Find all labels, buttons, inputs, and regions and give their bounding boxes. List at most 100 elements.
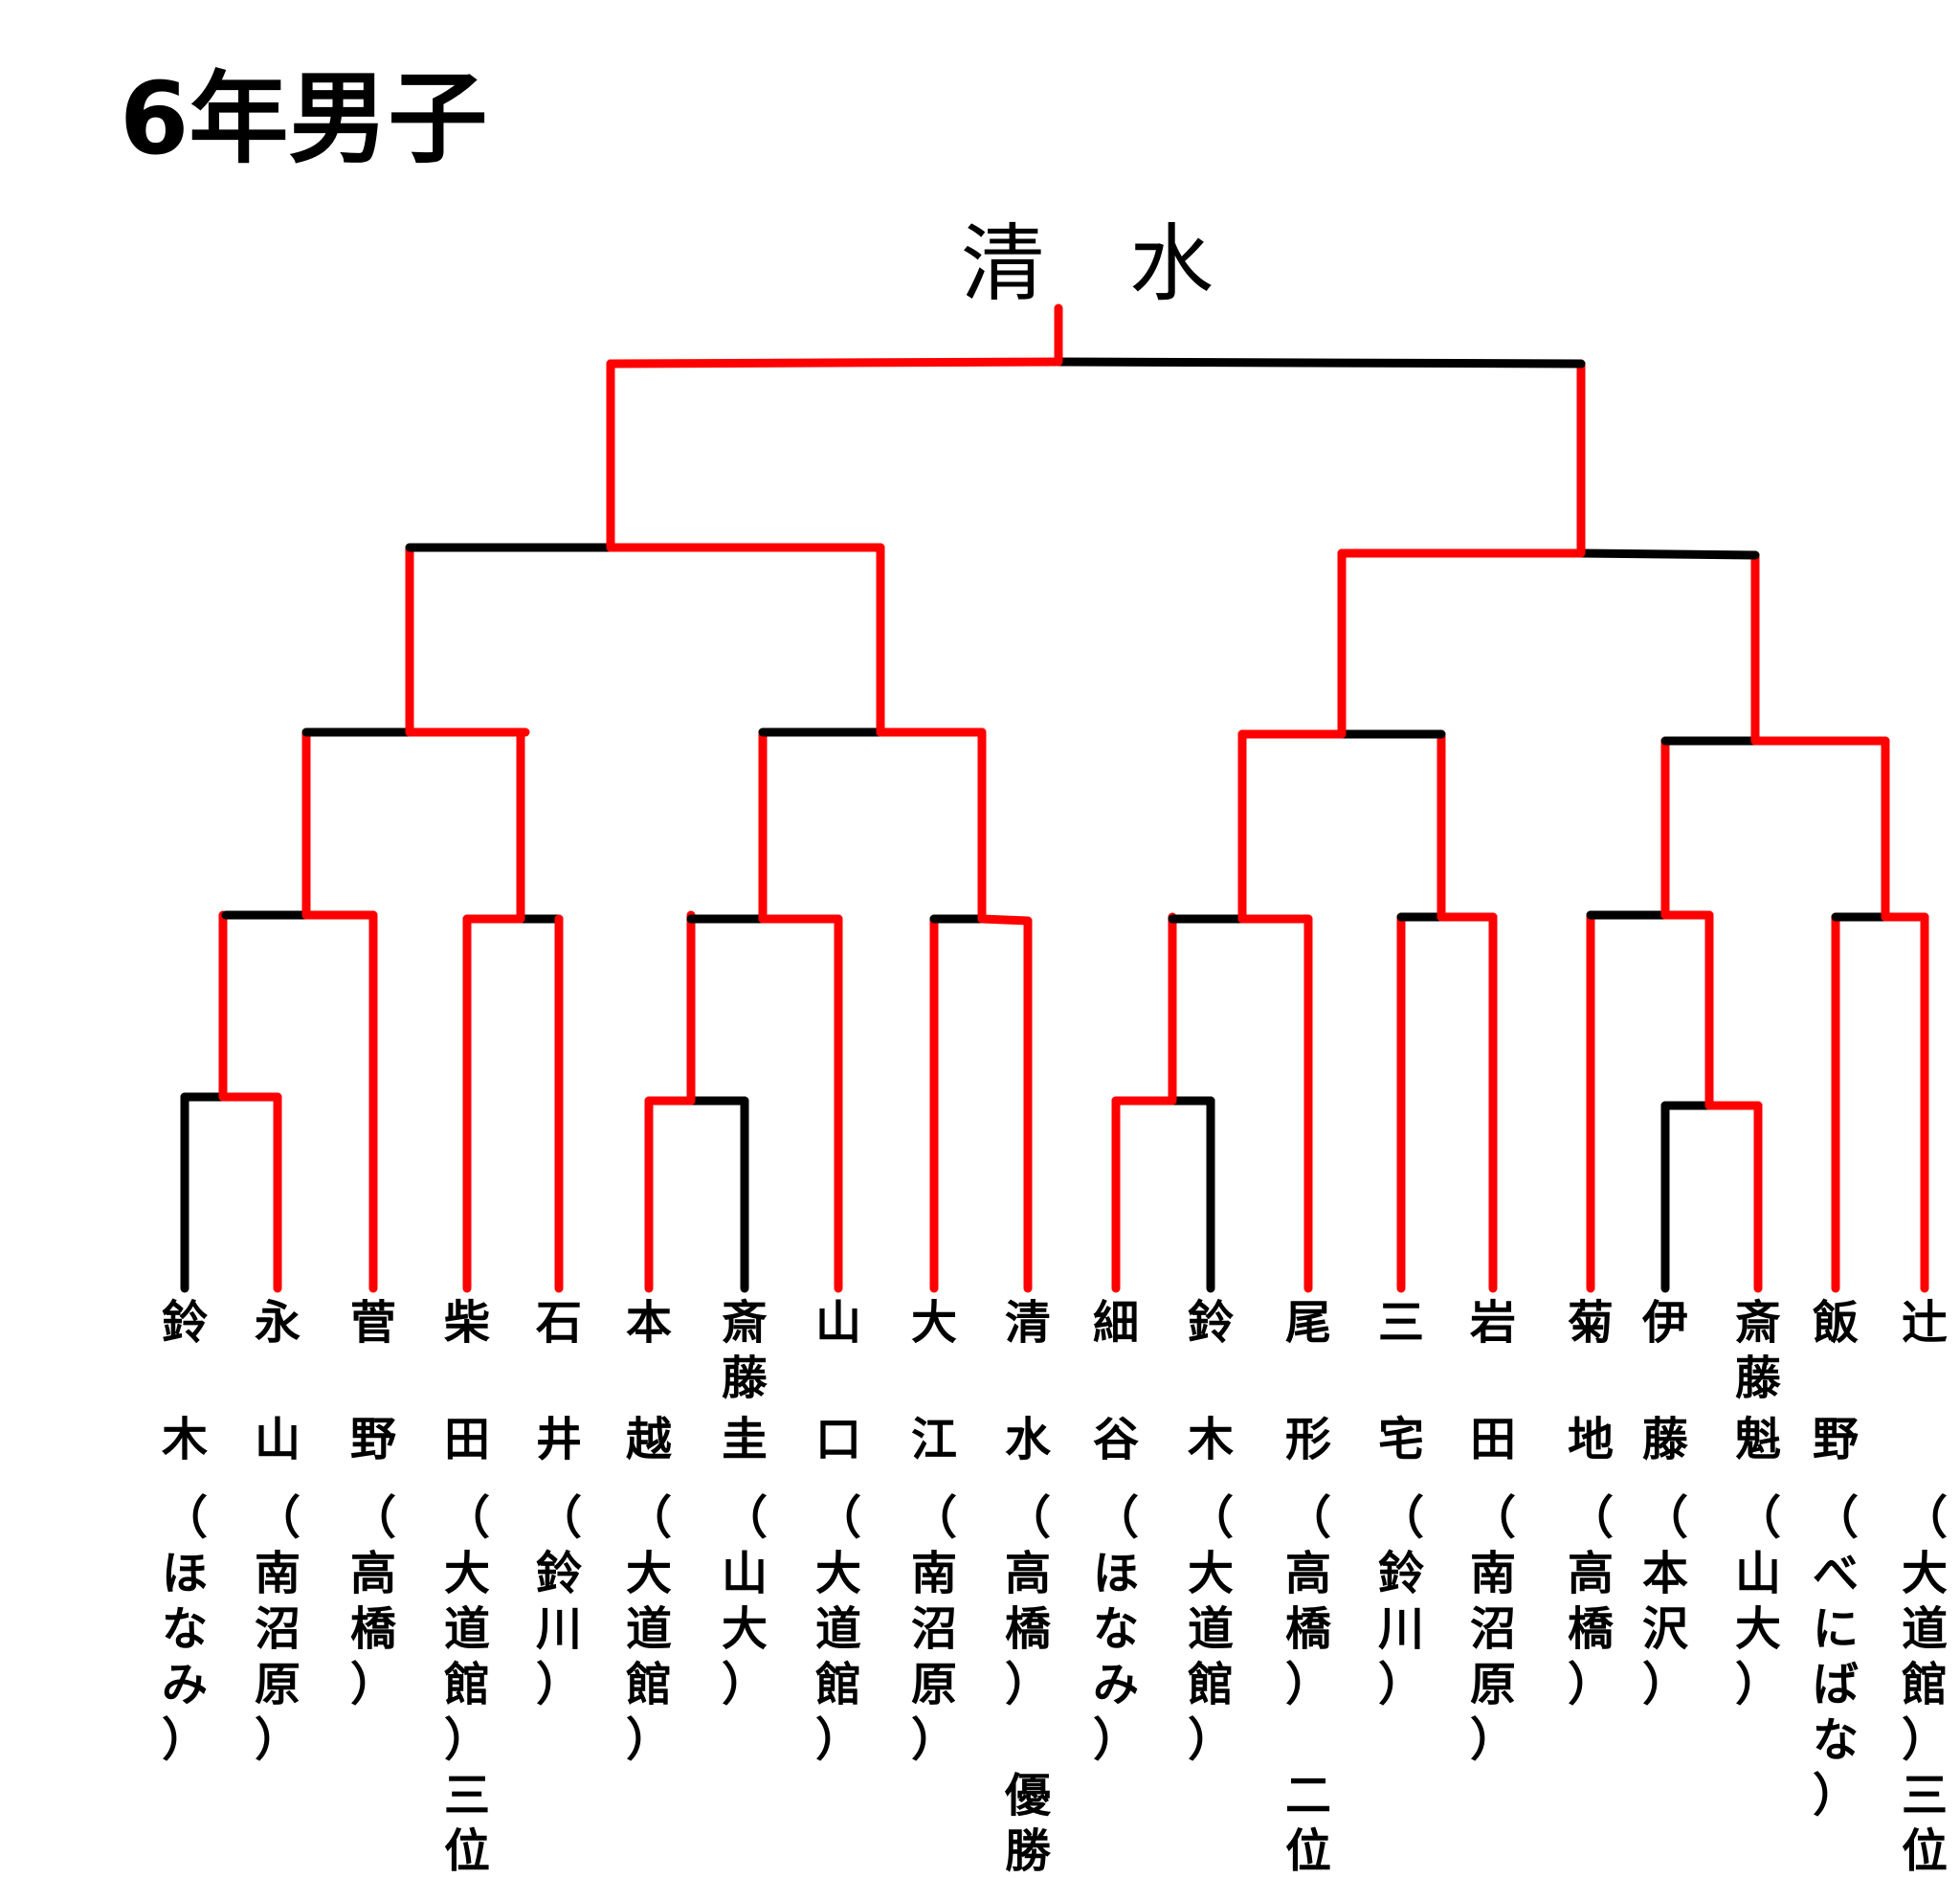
entrant-char: ） (1187, 1713, 1234, 1767)
entrant-char: 原 (910, 1658, 957, 1711)
entrant-char: 圭 (721, 1413, 768, 1466)
entrant-char: 山 (254, 1413, 301, 1466)
entrant-char: ほ (161, 1547, 208, 1600)
entrant-char: （ (161, 1491, 208, 1545)
entrant-char: ） (161, 1713, 208, 1767)
entrant-char: 地 (1567, 1413, 1614, 1466)
entrant-char: 越 (625, 1413, 672, 1466)
entrant-char: （ (814, 1491, 861, 1545)
entrant-char: 山 (721, 1547, 768, 1600)
entrant-char: な (1812, 1713, 1859, 1767)
entrant-char: 菊 (1567, 1296, 1614, 1350)
entrant-char: ） (1641, 1658, 1688, 1711)
entrant-char: 高 (1567, 1547, 1614, 1600)
entrant-char: ば (1812, 1658, 1859, 1711)
entrant-char: 道 (625, 1602, 672, 1656)
entrant-char: 野 (349, 1413, 396, 1466)
entrant-char: 柴 (443, 1296, 490, 1350)
entrant-char: （ (1734, 1491, 1781, 1545)
entrant-char: 館 (443, 1658, 490, 1711)
entrant-char: 沼 (254, 1602, 301, 1656)
entrant-char: （ (1469, 1491, 1516, 1545)
entrant-char: 木 (161, 1413, 208, 1466)
entrant-char: ） (1901, 1713, 1948, 1767)
entrant-char: に (1812, 1602, 1859, 1656)
entrant-char: 沼 (1469, 1602, 1516, 1656)
entrant-char: 勝 (1004, 1824, 1051, 1878)
entrant-char: （ (349, 1491, 396, 1545)
entrant-char: 大 (721, 1602, 768, 1656)
bracket-line (1054, 357, 1586, 369)
entrant-char: 二 (1284, 1769, 1331, 1822)
entrant-char: 優 (1004, 1769, 1051, 1822)
entrant-char: 本 (625, 1296, 672, 1350)
entrant-char: 原 (1469, 1658, 1516, 1711)
entrant-char: 伊 (1641, 1296, 1688, 1350)
entrant-char: （ (1641, 1491, 1688, 1545)
entrant-char: 道 (1901, 1602, 1948, 1656)
entrant-char: 館 (1901, 1658, 1948, 1711)
entrant-char: ） (443, 1713, 490, 1767)
bracket-line (606, 357, 1063, 369)
entrant-char: 高 (1004, 1547, 1051, 1600)
entrant-char: 岩 (1469, 1296, 1516, 1350)
entrant-char: 三 (1377, 1296, 1424, 1350)
entrant-char: （ (1567, 1491, 1614, 1545)
entrant-char: （ (443, 1491, 490, 1545)
entrant-char: 尾 (1284, 1296, 1331, 1350)
entrant-char: （ (1092, 1491, 1139, 1545)
champion-name: 清 水 (961, 214, 1214, 313)
entrant-char: 谷 (1092, 1413, 1139, 1466)
entrant-char: な (161, 1602, 208, 1656)
entrant-char: ） (254, 1713, 301, 1767)
entrant-char: ） (1469, 1713, 1516, 1767)
entrant-char: 鈴 (535, 1547, 582, 1600)
entrant-char: 斎 (721, 1296, 768, 1350)
entrant-char: 宅 (1377, 1413, 1424, 1466)
entrant-char: ） (721, 1658, 768, 1711)
entrant-char: 大 (1187, 1547, 1234, 1600)
entrant-char: 清 (1004, 1296, 1051, 1350)
entrant-char: （ (1004, 1491, 1051, 1545)
entrant-char: 橋 (1004, 1602, 1051, 1656)
entrant-char: （ (625, 1491, 672, 1545)
entrant-char: ） (625, 1713, 672, 1767)
entrant-char: （ (1812, 1491, 1859, 1545)
entrant-char: 山 (814, 1296, 861, 1350)
page-title: 6年男子 (120, 60, 488, 177)
entrant-char: 大 (625, 1547, 672, 1600)
entrant-char: 魁 (1734, 1413, 1781, 1466)
entrant-char: 野 (1812, 1413, 1859, 1466)
entrant-char: 大 (910, 1296, 957, 1350)
entrant-char: 田 (1469, 1413, 1516, 1466)
entrant-char: 山 (1734, 1547, 1781, 1600)
entrant-char: 川 (1377, 1602, 1424, 1656)
entrant-char: 鈴 (1187, 1296, 1234, 1350)
entrant-char: 位 (443, 1824, 490, 1878)
entrant-char: 沢 (1641, 1602, 1688, 1656)
entrant-char: ） (910, 1713, 957, 1767)
entrant-char: 南 (910, 1547, 957, 1600)
entrant-char: ） (1377, 1658, 1424, 1711)
entrant-char: 川 (535, 1602, 582, 1656)
entrant-char: み (1092, 1658, 1139, 1711)
entrant-char: ） (535, 1658, 582, 1711)
entrant-char: 永 (254, 1296, 301, 1350)
entrant-char: ） (1004, 1658, 1051, 1711)
entrant-char: 大 (443, 1547, 490, 1600)
entrant-char: み (161, 1658, 208, 1711)
entrant-char: 橋 (1567, 1602, 1614, 1656)
entrant-char: 位 (1901, 1824, 1948, 1878)
entrant-char: ） (1567, 1658, 1614, 1711)
entrant-char: 菅 (349, 1296, 396, 1350)
entrant-char: 高 (1284, 1547, 1331, 1600)
bracket-line (977, 914, 1033, 926)
entrant-char: 大 (1901, 1547, 1948, 1600)
entrant-char: 藤 (721, 1352, 768, 1405)
entrant-char: 井 (535, 1413, 582, 1466)
entrant-char: 藤 (1641, 1413, 1688, 1466)
entrant-char: な (1092, 1602, 1139, 1656)
entrant-char: 橋 (349, 1602, 396, 1656)
entrant-char: 館 (814, 1658, 861, 1711)
entrant-char: 水 (1004, 1413, 1051, 1466)
